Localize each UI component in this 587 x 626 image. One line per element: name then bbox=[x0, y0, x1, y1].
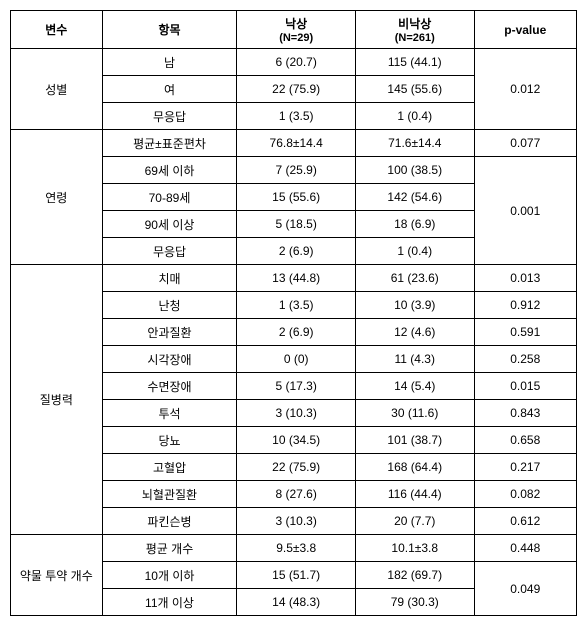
table-row: 질병력치매13 (44.8)61 (23.6)0.013 bbox=[11, 265, 577, 292]
header-fall-n: (N=29) bbox=[243, 32, 349, 44]
fall-cell: 22 (75.9) bbox=[237, 76, 356, 103]
table-row: 약물 투약 개수평균 개수9.5±3.810.1±3.80.448 bbox=[11, 535, 577, 562]
pvalue-cell: 0.258 bbox=[474, 346, 576, 373]
nofall-cell: 20 (7.7) bbox=[355, 508, 474, 535]
item-cell: 치매 bbox=[102, 265, 237, 292]
item-cell: 투석 bbox=[102, 400, 237, 427]
pvalue-cell: 0.591 bbox=[474, 319, 576, 346]
item-cell: 시각장애 bbox=[102, 346, 237, 373]
pvalue-cell: 0.912 bbox=[474, 292, 576, 319]
data-table: 변수 항목 낙상 (N=29) 비낙상 (N=261) p-value 성별남6… bbox=[10, 10, 577, 616]
fall-cell: 0 (0) bbox=[237, 346, 356, 373]
header-row: 변수 항목 낙상 (N=29) 비낙상 (N=261) p-value bbox=[11, 11, 577, 49]
fall-cell: 7 (25.9) bbox=[237, 157, 356, 184]
nofall-cell: 61 (23.6) bbox=[355, 265, 474, 292]
pvalue-cell: 0.015 bbox=[474, 373, 576, 400]
item-cell: 수면장애 bbox=[102, 373, 237, 400]
item-cell: 난청 bbox=[102, 292, 237, 319]
pvalue-cell: 0.049 bbox=[474, 562, 576, 616]
fall-cell: 15 (51.7) bbox=[237, 562, 356, 589]
nofall-cell: 14 (5.4) bbox=[355, 373, 474, 400]
table-row: 성별남6 (20.7)115 (44.1)0.012 bbox=[11, 49, 577, 76]
item-cell: 안과질환 bbox=[102, 319, 237, 346]
fall-cell: 13 (44.8) bbox=[237, 265, 356, 292]
nofall-cell: 1 (0.4) bbox=[355, 103, 474, 130]
nofall-cell: 71.6±14.4 bbox=[355, 130, 474, 157]
pvalue-cell: 0.448 bbox=[474, 535, 576, 562]
nofall-cell: 101 (38.7) bbox=[355, 427, 474, 454]
nofall-cell: 115 (44.1) bbox=[355, 49, 474, 76]
fall-cell: 8 (27.6) bbox=[237, 481, 356, 508]
header-nofall: 비낙상 (N=261) bbox=[355, 11, 474, 49]
item-cell: 남 bbox=[102, 49, 237, 76]
fall-cell: 2 (6.9) bbox=[237, 319, 356, 346]
variable-cell: 질병력 bbox=[11, 265, 103, 535]
table-row: 연령평균±표준편차76.8±14.471.6±14.40.077 bbox=[11, 130, 577, 157]
fall-cell: 9.5±3.8 bbox=[237, 535, 356, 562]
pvalue-cell: 0.001 bbox=[474, 157, 576, 265]
item-cell: 무응답 bbox=[102, 238, 237, 265]
nofall-cell: 100 (38.5) bbox=[355, 157, 474, 184]
nofall-cell: 18 (6.9) bbox=[355, 211, 474, 238]
fall-cell: 5 (18.5) bbox=[237, 211, 356, 238]
fall-cell: 76.8±14.4 bbox=[237, 130, 356, 157]
header-pvalue: p-value bbox=[474, 11, 576, 49]
item-cell: 70-89세 bbox=[102, 184, 237, 211]
fall-cell: 14 (48.3) bbox=[237, 589, 356, 616]
item-cell: 파킨슨병 bbox=[102, 508, 237, 535]
nofall-cell: 145 (55.6) bbox=[355, 76, 474, 103]
pvalue-cell: 0.843 bbox=[474, 400, 576, 427]
fall-cell: 3 (10.3) bbox=[237, 400, 356, 427]
fall-cell: 1 (3.5) bbox=[237, 292, 356, 319]
item-cell: 평균±표준편차 bbox=[102, 130, 237, 157]
item-cell: 11개 이상 bbox=[102, 589, 237, 616]
nofall-cell: 12 (4.6) bbox=[355, 319, 474, 346]
nofall-cell: 142 (54.6) bbox=[355, 184, 474, 211]
nofall-cell: 79 (30.3) bbox=[355, 589, 474, 616]
nofall-cell: 10 (3.9) bbox=[355, 292, 474, 319]
item-cell: 고혈압 bbox=[102, 454, 237, 481]
nofall-cell: 30 (11.6) bbox=[355, 400, 474, 427]
pvalue-cell: 0.612 bbox=[474, 508, 576, 535]
fall-cell: 6 (20.7) bbox=[237, 49, 356, 76]
nofall-cell: 168 (64.4) bbox=[355, 454, 474, 481]
item-cell: 90세 이상 bbox=[102, 211, 237, 238]
fall-cell: 3 (10.3) bbox=[237, 508, 356, 535]
fall-cell: 5 (17.3) bbox=[237, 373, 356, 400]
header-nofall-n: (N=261) bbox=[362, 32, 468, 44]
fall-cell: 15 (55.6) bbox=[237, 184, 356, 211]
pvalue-cell: 0.658 bbox=[474, 427, 576, 454]
item-cell: 69세 이하 bbox=[102, 157, 237, 184]
variable-cell: 성별 bbox=[11, 49, 103, 130]
variable-cell: 연령 bbox=[11, 130, 103, 265]
nofall-cell: 1 (0.4) bbox=[355, 238, 474, 265]
pvalue-cell: 0.013 bbox=[474, 265, 576, 292]
nofall-cell: 182 (69.7) bbox=[355, 562, 474, 589]
header-item: 항목 bbox=[102, 11, 237, 49]
item-cell: 여 bbox=[102, 76, 237, 103]
nofall-cell: 11 (4.3) bbox=[355, 346, 474, 373]
pvalue-cell: 0.012 bbox=[474, 49, 576, 130]
item-cell: 뇌혈관질환 bbox=[102, 481, 237, 508]
fall-cell: 2 (6.9) bbox=[237, 238, 356, 265]
pvalue-cell: 0.077 bbox=[474, 130, 576, 157]
header-nofall-label: 비낙상 bbox=[362, 15, 468, 32]
fall-cell: 10 (34.5) bbox=[237, 427, 356, 454]
item-cell: 무응답 bbox=[102, 103, 237, 130]
nofall-cell: 116 (44.4) bbox=[355, 481, 474, 508]
header-variable: 변수 bbox=[11, 11, 103, 49]
item-cell: 당뇨 bbox=[102, 427, 237, 454]
variable-cell: 약물 투약 개수 bbox=[11, 535, 103, 616]
fall-cell: 1 (3.5) bbox=[237, 103, 356, 130]
pvalue-cell: 0.217 bbox=[474, 454, 576, 481]
fall-cell: 22 (75.9) bbox=[237, 454, 356, 481]
pvalue-cell: 0.082 bbox=[474, 481, 576, 508]
item-cell: 10개 이하 bbox=[102, 562, 237, 589]
nofall-cell: 10.1±3.8 bbox=[355, 535, 474, 562]
header-fall-label: 낙상 bbox=[243, 15, 349, 32]
header-fall: 낙상 (N=29) bbox=[237, 11, 356, 49]
item-cell: 평균 개수 bbox=[102, 535, 237, 562]
